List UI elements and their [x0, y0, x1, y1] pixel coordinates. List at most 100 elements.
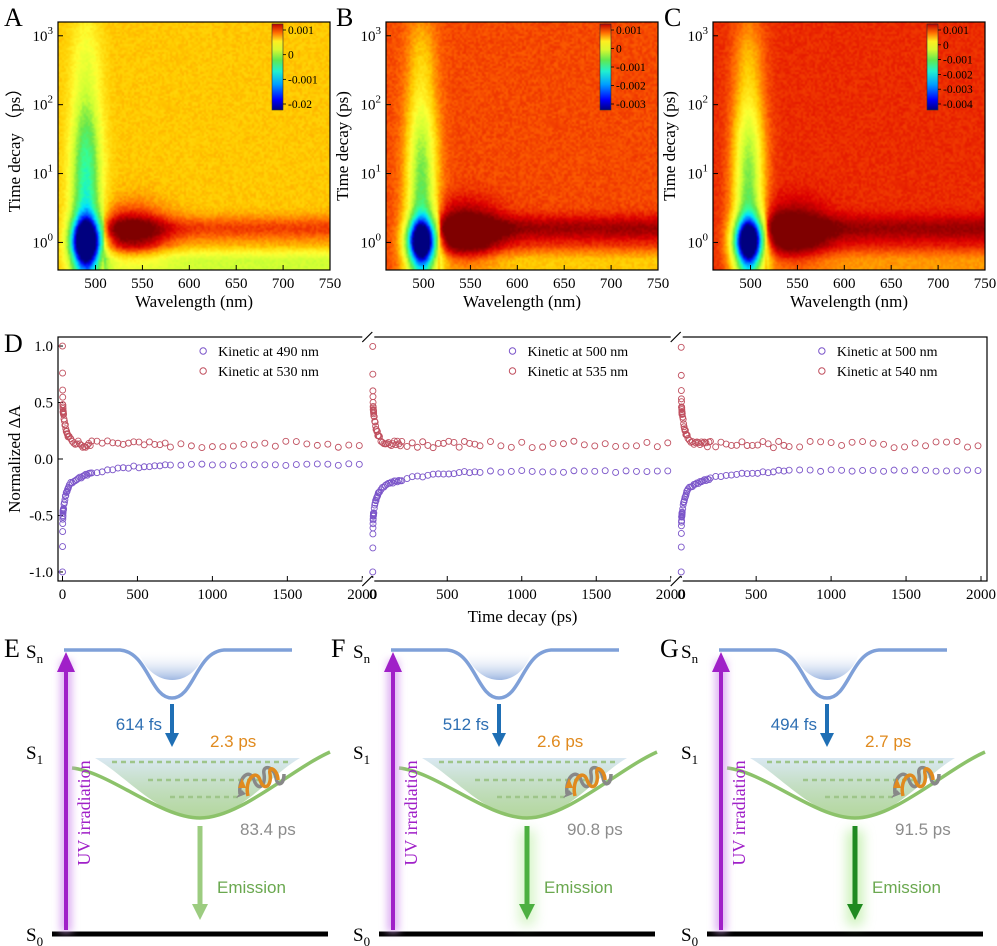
data-point-Kinetic-at-540-nm [703, 443, 711, 451]
axis-break [670, 331, 682, 343]
sn-curve [391, 648, 619, 700]
spiral-orange [900, 767, 935, 797]
legend-label: Kinetic at 490 nm [218, 345, 319, 360]
data-point-Kinetic-at-530-nm [60, 417, 68, 425]
data-point-Kinetic-at-540-nm [974, 442, 982, 450]
x-tick-label: 700 [600, 276, 623, 292]
data-point-Kinetic-at-490-nm [88, 469, 96, 477]
relaxation-spiral-icon [563, 765, 613, 798]
data-point-Kinetic-at-500-nm [869, 467, 877, 474]
y-tick-label: -0.5 [29, 508, 53, 524]
data-point-Kinetic-at-500-nm [580, 467, 588, 475]
data-point-Kinetic-at-540-nm [775, 438, 783, 445]
data-point-Kinetic-at-500-nm [369, 524, 377, 532]
data-point-Kinetic-at-500-nm [678, 508, 686, 516]
data-point-Kinetic-at-500-nm [738, 469, 746, 477]
data-point-Kinetic-at-490-nm [140, 463, 148, 471]
data-point-Kinetic-at-535-nm [633, 442, 640, 450]
data-point-Kinetic-at-535-nm [455, 443, 463, 451]
data-point-Kinetic-at-490-nm [303, 460, 311, 468]
data-point-Kinetic-at-500-nm [460, 468, 468, 475]
colorbar-tick-label: 0.001 [943, 25, 969, 37]
level-label-sn: Sn [353, 642, 371, 666]
data-point-Kinetic-at-535-nm [371, 418, 379, 426]
data-point-Kinetic-at-500-nm [679, 505, 687, 513]
panel-label-B: B [336, 3, 353, 32]
data-point-Kinetic-at-540-nm [702, 439, 710, 447]
data-point-Kinetic-at-500-nm [764, 469, 772, 477]
data-point-Kinetic-at-535-nm [601, 440, 609, 448]
data-point-Kinetic-at-530-nm [250, 441, 258, 449]
panel-label-A: A [4, 3, 23, 32]
spiral-arrowhead [238, 778, 246, 788]
sn-well-fill [793, 650, 860, 680]
y-tick-label: 1.0 [34, 339, 53, 355]
data-point-Kinetic-at-530-nm [261, 439, 269, 447]
heatmap-C: 500 550 600 650 700 750 100 101 102 103 Wavelength… [660, 21, 997, 311]
data-point-Kinetic-at-500-nm [471, 468, 479, 476]
data-point-Kinetic-at-535-nm [369, 387, 377, 395]
x-tick-label: 700 [272, 276, 295, 292]
data-point-Kinetic-at-490-nm [313, 460, 321, 468]
data-point-Kinetic-at-500-nm [370, 509, 378, 517]
data-point-Kinetic-at-500-nm [727, 471, 735, 479]
y-tick-label: 100 [33, 231, 54, 251]
data-point-Kinetic-at-540-nm [901, 443, 909, 451]
level-label-s1: S1 [681, 743, 698, 767]
legend-label: Kinetic at 500 nm [528, 345, 629, 360]
data-point-Kinetic-at-500-nm [901, 467, 909, 475]
x-axis-label: Wavelength (nm) [463, 292, 581, 311]
legend-label: Kinetic at 500 nm [837, 345, 938, 360]
data-point-Kinetic-at-535-nm [487, 438, 494, 445]
data-point-Kinetic-at-535-nm [664, 439, 672, 447]
data-point-Kinetic-at-500-nm [393, 478, 401, 486]
y-tick-label: 103 [33, 25, 54, 45]
data-point-Kinetic-at-535-nm [591, 442, 599, 450]
heatmap-panels: 500 550 600 650 700 750 100 101 102 103 Wavelength… [5, 21, 997, 311]
x-tick-label: 500 [412, 276, 435, 292]
data-point-Kinetic-at-540-nm [677, 343, 685, 351]
data-point-Kinetic-at-540-nm [681, 426, 689, 434]
slow-time-label: 83.4 ps [240, 820, 296, 839]
data-point-Kinetic-at-500-nm [570, 467, 578, 475]
data-point-Kinetic-at-500-nm [560, 468, 567, 476]
data-point-Kinetic-at-535-nm [408, 439, 416, 447]
spiral-arrowhead [236, 790, 246, 798]
data-point-Kinetic-at-540-nm [769, 444, 777, 452]
colorbar [926, 23, 939, 111]
x-tick-label: 1500 [891, 587, 921, 603]
scheme-G: Sn S1 S0 UV irradiation 494 fs 2.7 ps 91.5 ps E… [681, 642, 986, 946]
data-point-Kinetic-at-540-nm [680, 420, 688, 428]
data-point-Kinetic-at-530-nm [61, 421, 69, 429]
x-tick-label: 1000 [507, 587, 537, 603]
y-tick-label: 100 [361, 231, 382, 251]
data-point-Kinetic-at-500-nm [974, 467, 982, 474]
legend-label: Kinetic at 530 nm [218, 365, 319, 380]
data-point-Kinetic-at-540-nm [743, 442, 751, 449]
y-tick-label: 100 [688, 231, 709, 251]
x-tick-label: 750 [974, 276, 997, 292]
data-point-Kinetic-at-500-nm [677, 530, 685, 537]
data-point-Kinetic-at-535-nm [653, 443, 661, 451]
spiral-grey [893, 765, 941, 795]
x-tick-label: 500 [84, 276, 107, 292]
data-point-Kinetic-at-540-nm [869, 439, 877, 447]
data-point-Kinetic-at-500-nm [748, 469, 756, 477]
legend-marker [508, 347, 517, 355]
data-point-Kinetic-at-530-nm [282, 437, 290, 445]
heatmap-frame-A [57, 21, 331, 271]
x-tick-label: 600 [178, 276, 201, 292]
spiral-arrowhead [563, 790, 573, 798]
colorbar-tick-label: 0 [616, 44, 622, 56]
data-point-Kinetic-at-500-nm [518, 467, 526, 475]
data-point-Kinetic-at-540-nm [827, 439, 835, 447]
data-point-Kinetic-at-535-nm [476, 442, 484, 450]
y-axis-label: Time decay (ps) [333, 91, 352, 201]
data-point-Kinetic-at-530-nm [130, 438, 138, 446]
data-point-Kinetic-at-500-nm [700, 476, 708, 484]
data-point-Kinetic-at-540-nm [806, 438, 814, 445]
data-point-Kinetic-at-530-nm [109, 439, 117, 447]
data-point-Kinetic-at-500-nm [806, 466, 814, 474]
y-tick-label: 102 [688, 94, 709, 114]
data-point-Kinetic-at-535-nm [528, 444, 536, 451]
